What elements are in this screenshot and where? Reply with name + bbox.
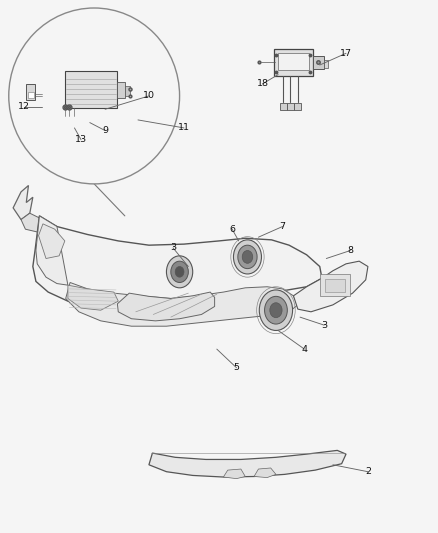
- Circle shape: [175, 266, 184, 277]
- Bar: [294, 103, 301, 110]
- Text: 4: 4: [301, 345, 307, 353]
- Polygon shape: [293, 261, 368, 312]
- Text: 7: 7: [279, 222, 286, 231]
- Polygon shape: [223, 469, 245, 479]
- Polygon shape: [117, 292, 215, 321]
- Text: 12: 12: [18, 102, 30, 111]
- Text: 6: 6: [229, 225, 235, 233]
- Polygon shape: [42, 76, 64, 80]
- Circle shape: [259, 290, 293, 330]
- Bar: [278, 53, 309, 70]
- Text: 11: 11: [178, 124, 190, 132]
- Bar: [287, 103, 294, 110]
- Circle shape: [265, 296, 287, 324]
- Bar: [324, 60, 328, 68]
- Circle shape: [171, 261, 188, 282]
- Text: 3: 3: [321, 321, 327, 329]
- Text: 17: 17: [340, 49, 352, 58]
- Polygon shape: [21, 213, 57, 236]
- Bar: [28, 92, 34, 98]
- Circle shape: [233, 240, 261, 274]
- Ellipse shape: [9, 8, 180, 184]
- Text: 3: 3: [170, 244, 176, 252]
- Bar: [65, 71, 117, 108]
- Text: 13: 13: [75, 135, 87, 144]
- Bar: [26, 84, 35, 100]
- Bar: [320, 274, 350, 296]
- Circle shape: [238, 245, 257, 269]
- Polygon shape: [13, 185, 33, 220]
- Polygon shape: [42, 100, 64, 104]
- Text: 2: 2: [365, 467, 371, 476]
- Bar: [280, 103, 287, 110]
- Circle shape: [270, 303, 282, 318]
- Text: 18: 18: [257, 79, 269, 88]
- Bar: [117, 82, 125, 98]
- Polygon shape: [149, 450, 346, 477]
- Text: 10: 10: [143, 92, 155, 100]
- Polygon shape: [39, 224, 65, 259]
- Circle shape: [166, 256, 193, 288]
- Bar: [125, 86, 130, 96]
- Polygon shape: [33, 216, 322, 312]
- Text: 8: 8: [347, 246, 353, 255]
- Polygon shape: [66, 282, 298, 326]
- Polygon shape: [254, 468, 276, 478]
- Text: 5: 5: [233, 364, 240, 372]
- Text: 9: 9: [102, 126, 108, 135]
- Polygon shape: [42, 77, 64, 102]
- Polygon shape: [36, 216, 68, 285]
- Circle shape: [242, 251, 253, 263]
- Bar: [325, 279, 345, 292]
- Bar: [313, 56, 324, 69]
- Polygon shape: [68, 285, 118, 310]
- Bar: [274, 49, 313, 76]
